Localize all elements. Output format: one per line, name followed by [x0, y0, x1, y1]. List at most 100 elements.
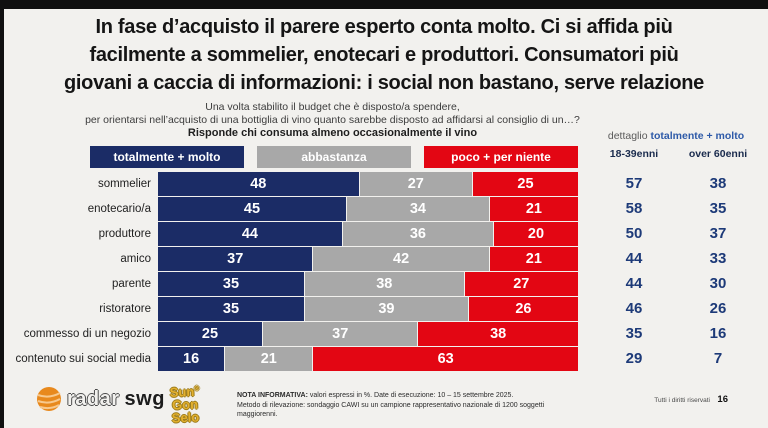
- title-line-2: facilmente a sommelier, enotecari e prod…: [89, 44, 679, 66]
- bar-segment-pocoperniente: 38: [418, 322, 578, 346]
- detail-table: 57 38 58 35 50 37 44 33 44 30 46 26 35 16 29 7: [592, 172, 760, 371]
- subtitle-line-3: Risponde chi consuma almeno occasionalme…: [187, 127, 478, 139]
- nota-line-2: Metodo di rilevazione: sondaggio CAWI su…: [237, 401, 545, 419]
- bar-segment-pocoperniente: 25: [472, 172, 578, 196]
- bar-track: 37 42 21: [158, 247, 578, 271]
- detail-value-over 60enni: 7: [713, 350, 723, 367]
- detail-value-18-39enni: 46: [625, 300, 643, 317]
- detail-header-highlight: totalmente + molto: [650, 130, 745, 142]
- detail-row: 29 7: [592, 347, 760, 371]
- bar-chart: sommelier 48 27 25 enotecario/a 45 34 21 produtt…: [0, 172, 578, 371]
- bar-segment-totalmentemolto: 35: [158, 297, 305, 321]
- bar-row: produttore 44 36 20: [0, 222, 578, 246]
- detail-value-over 60enni: 16: [709, 325, 727, 342]
- category-label: ristoratore: [99, 303, 151, 315]
- detail-row: 35 16: [592, 322, 760, 346]
- top-letterbox-bar: [0, 0, 768, 9]
- category-label: parente: [111, 278, 151, 290]
- bar-segment-abbastanza: 42: [313, 247, 490, 271]
- detail-row: 46 26: [592, 297, 760, 321]
- category-label: amico: [120, 253, 151, 265]
- bar-segment-pocoperniente: 27: [464, 272, 578, 296]
- detail-header-prefix: dettaglio: [607, 130, 648, 142]
- bar-segment-pocoperniente: 21: [489, 247, 578, 271]
- detail-row: 50 37: [592, 222, 760, 246]
- category-label: enotecario/a: [87, 203, 151, 215]
- detail-value-over 60enni: 37: [709, 225, 727, 242]
- detail-row: 44 33: [592, 247, 760, 271]
- detail-value-over 60enni: 26: [709, 300, 727, 317]
- bar-row: contenuto sui social media 16 21 63: [0, 347, 578, 371]
- bar-segment-pocoperniente: 20: [493, 222, 578, 246]
- category-label: produttore: [98, 228, 151, 240]
- subtitle-line-2: per orientarsi nell’acquisto di una bott…: [85, 113, 580, 126]
- page-title: In fase d’acquisto il parere esperto con…: [6, 13, 762, 97]
- detail-value-over 60enni: 38: [709, 175, 727, 192]
- page-number: 16: [717, 394, 728, 405]
- category-label: commesso di un negozio: [23, 328, 151, 340]
- category-label: contenuto sui social media: [15, 353, 151, 365]
- category-label: sommelier: [97, 178, 151, 190]
- subtitle-line-1: Una volta stabilito il budget che è disp…: [205, 101, 460, 113]
- bar-segment-pocoperniente: 63: [313, 347, 578, 371]
- question-subtitle: Una volta stabilito il budget che è disp…: [50, 101, 615, 140]
- bar-segment-totalmentemolto: 16: [158, 347, 226, 371]
- radar-wordmark: radar: [67, 387, 120, 410]
- registered-mark: ®: [194, 385, 200, 393]
- detail-row: 44 30: [592, 272, 760, 296]
- bar-segment-abbastanza: 27: [359, 172, 473, 196]
- bar-segment-abbastanza: 21: [225, 347, 314, 371]
- detail-row: 58 35: [592, 197, 760, 221]
- legend-item-poco-per-niente: poco + per niente: [424, 146, 578, 168]
- bar-segment-totalmentemolto: 25: [158, 322, 263, 346]
- bar-segment-abbastanza: 34: [347, 197, 490, 221]
- bar-row: amico 37 42 21: [0, 247, 578, 271]
- legend-item-abbastanza: abbastanza: [257, 146, 411, 168]
- bar-track: 25 37 38: [158, 322, 578, 346]
- detail-value-18-39enni: 44: [625, 275, 643, 292]
- detail-value-over 60enni: 35: [709, 200, 727, 217]
- bar-row: parente 35 38 27: [0, 272, 578, 296]
- bar-segment-totalmentemolto: 35: [158, 272, 305, 296]
- bar-track: 35 39 26: [158, 297, 578, 321]
- bar-segment-abbastanza: 39: [305, 297, 469, 321]
- methodology-note: NOTA INFORMATIVA: valori espressi in %. …: [237, 391, 582, 420]
- bar-row: sommelier 48 27 25: [0, 172, 578, 196]
- detail-column-18-39: 18-39enni: [609, 148, 659, 160]
- nota-label: NOTA INFORMATIVA:: [237, 392, 308, 399]
- bar-segment-totalmentemolto: 45: [158, 197, 347, 221]
- nota-line-1: NOTA INFORMATIVA: valori espressi in %. …: [237, 392, 514, 399]
- detail-value-18-39enni: 58: [625, 200, 643, 217]
- detail-value-over 60enni: 33: [709, 250, 727, 267]
- title-line-1: In fase d’acquisto il parere esperto con…: [95, 16, 673, 38]
- bar-segment-abbastanza: 37: [263, 322, 419, 346]
- bar-row: commesso di un negozio 25 37 38: [0, 322, 578, 346]
- detail-header: dettaglio totalmente + molto: [592, 130, 760, 142]
- radar-swg-logo: radar swg: [36, 386, 165, 412]
- swg-wordmark: swg: [124, 387, 165, 410]
- bar-segment-totalmentemolto: 44: [158, 222, 343, 246]
- bar-track: 44 36 20: [158, 222, 578, 246]
- badge-line-3: Selo: [171, 409, 200, 426]
- bar-segment-abbastanza: 38: [305, 272, 465, 296]
- detail-value-18-39enni: 50: [625, 225, 643, 242]
- bar-segment-pocoperniente: 21: [489, 197, 578, 221]
- legend-item-totalmente-molto: totalmente + molto: [90, 146, 244, 168]
- bar-segment-pocoperniente: 26: [468, 297, 578, 321]
- yellow-badge-logo: Sun® Gon Selo: [151, 382, 218, 426]
- left-letterbox-bar: [0, 0, 4, 428]
- radar-sphere-icon: [37, 387, 61, 411]
- detail-column-headers: 18-39enni over 60enni: [592, 148, 760, 160]
- bar-row: enotecario/a 45 34 21: [0, 197, 578, 221]
- detail-value-18-39enni: 57: [625, 175, 643, 192]
- detail-value-18-39enni: 29: [625, 350, 643, 367]
- bar-track: 45 34 21: [158, 197, 578, 221]
- rights-notice: Tutti i diritti riservati: [654, 397, 710, 404]
- bar-track: 48 27 25: [158, 172, 578, 196]
- detail-value-18-39enni: 35: [625, 325, 643, 342]
- legend: totalmente + molto abbastanza poco + per…: [90, 146, 578, 168]
- bar-segment-totalmentemolto: 48: [158, 172, 360, 196]
- detail-value-18-39enni: 44: [625, 250, 643, 267]
- bar-row: ristoratore 35 39 26: [0, 297, 578, 321]
